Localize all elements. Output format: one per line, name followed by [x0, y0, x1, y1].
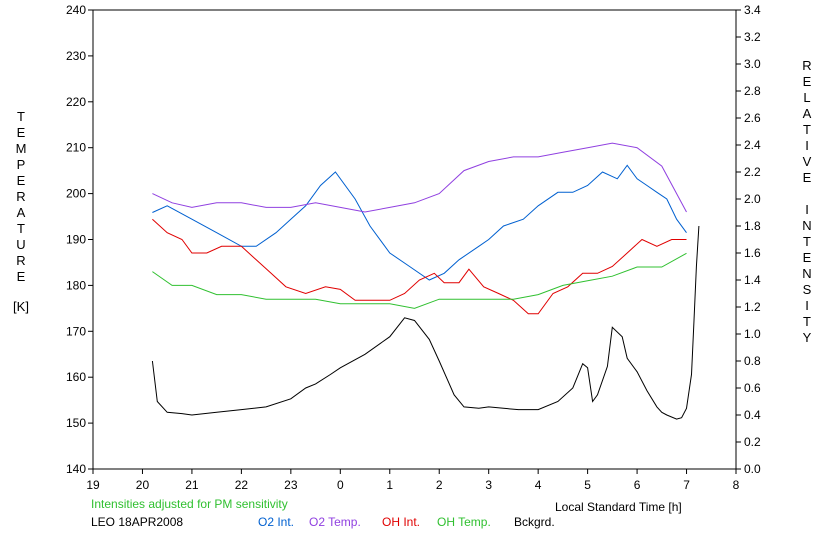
- x-tick-label: 5: [584, 478, 591, 492]
- left-tick-label: 180: [66, 278, 86, 292]
- right-tick-label: 3.4: [744, 3, 761, 17]
- plot-frame: [92, 9, 737, 470]
- right-tick-label: 3.2: [744, 30, 761, 44]
- right-label-letter: S: [803, 282, 812, 297]
- x-tick-label: 7: [683, 478, 690, 492]
- right-tick-label: 1.8: [744, 219, 761, 233]
- left-tick-label: 200: [66, 187, 86, 201]
- right-label-letter: V: [803, 154, 812, 169]
- right-label-letter: E: [803, 74, 812, 89]
- right-tick-label: 0.2: [744, 435, 761, 449]
- right-axis-ticks: 0.0 0.2 0.4 0.6 0.8 1.0 1.2 1.4 1.6 1.8 2.0 2.2 2.4 2…: [736, 3, 761, 476]
- legend: O2 Int. O2 Temp. OH Int. OH Temp. Bckgrd…: [258, 515, 555, 529]
- right-tick-label: 1.4: [744, 273, 761, 287]
- left-label-letter: T: [17, 109, 25, 124]
- left-axis-ticks: 140 150 160 170 180 190 200 210 220 230 240: [66, 3, 93, 476]
- series-line-o2-temp: [152, 142, 687, 213]
- legend-oh-int: OH Int.: [382, 515, 420, 529]
- station-date: LEO 18APR2008: [91, 515, 183, 529]
- right-label-letter: I: [805, 202, 809, 217]
- right-tick-label: 3.0: [744, 57, 761, 71]
- left-tick-label: 210: [66, 141, 86, 155]
- x-tick-label: 3: [485, 478, 492, 492]
- left-tick-label: 160: [66, 370, 86, 384]
- left-label-letter: P: [17, 157, 26, 172]
- series-line-oh-int: [152, 218, 687, 315]
- right-label-letter: L: [803, 90, 810, 105]
- left-label-letter: T: [17, 221, 25, 236]
- legend-oh-temp: OH Temp.: [437, 515, 491, 529]
- left-label-letter: U: [16, 237, 25, 252]
- left-tick-label: 150: [66, 416, 86, 430]
- right-tick-label: 2.8: [744, 84, 761, 98]
- left-label-letter: E: [17, 269, 26, 284]
- left-unit-label: [K]: [13, 299, 29, 314]
- right-tick-label: 1.0: [744, 327, 761, 341]
- right-label-letter: E: [803, 170, 812, 185]
- x-tick-label: 6: [634, 478, 641, 492]
- right-label-letter: R: [802, 58, 811, 73]
- left-label-letter: E: [17, 173, 26, 188]
- left-label-letter: E: [17, 125, 26, 140]
- right-label-letter: T: [803, 234, 811, 249]
- x-tick-label: 1: [386, 478, 393, 492]
- x-tick-label: 8: [733, 478, 740, 492]
- x-tick-label: 4: [535, 478, 542, 492]
- left-tick-label: 190: [66, 233, 86, 247]
- right-label-letter: E: [803, 250, 812, 265]
- right-tick-label: 1.2: [744, 300, 761, 314]
- x-tick-label: 23: [284, 478, 298, 492]
- x-tick-label: 2: [436, 478, 443, 492]
- left-label-letter: M: [16, 141, 27, 156]
- left-tick-label: 240: [66, 3, 86, 17]
- left-tick-label: 140: [66, 462, 86, 476]
- left-tick-label: 220: [66, 95, 86, 109]
- right-tick-label: 1.6: [744, 246, 761, 260]
- left-label-letter: R: [16, 253, 25, 268]
- series-line-oh-temp: [152, 252, 687, 309]
- right-label-letter: A: [803, 106, 812, 121]
- right-tick-label: 0.8: [744, 354, 761, 368]
- right-label-letter: I: [805, 298, 809, 313]
- right-tick-label: 0.4: [744, 408, 761, 422]
- right-tick-label: 2.6: [744, 111, 761, 125]
- right-tick-label: 2.4: [744, 138, 761, 152]
- series-line-o2-int: [152, 164, 687, 281]
- right-label-letter: Y: [803, 330, 812, 345]
- right-label-letter: N: [802, 218, 811, 233]
- right-label-letter: T: [803, 314, 811, 329]
- right-tick-label: 0.0: [744, 462, 761, 476]
- left-label-letter: R: [16, 189, 25, 204]
- x-tick-label: 20: [136, 478, 150, 492]
- x-tick-label: 21: [185, 478, 199, 492]
- x-tick-label: 22: [235, 478, 249, 492]
- legend-o2-int: O2 Int.: [258, 515, 294, 529]
- legend-o2-temp: O2 Temp.: [309, 515, 361, 529]
- x-tick-label: 0: [337, 478, 344, 492]
- series-line-bckgrd: [151, 225, 700, 420]
- x-axis-ticks: 19 20 21 22 23 0 1 2 3 4 5 6 7 8: [86, 469, 740, 492]
- right-tick-label: 2.2: [744, 165, 761, 179]
- right-label-letter: I: [805, 138, 809, 153]
- left-label-letter: A: [17, 205, 26, 220]
- right-tick-label: 0.6: [744, 381, 761, 395]
- left-tick-label: 230: [66, 49, 86, 63]
- right-tick-label: 2.0: [744, 192, 761, 206]
- right-label-letter: N: [802, 266, 811, 281]
- x-axis-label: Local Standard Time [h]: [555, 500, 682, 514]
- legend-bckgrd: Bckgrd.: [514, 515, 555, 529]
- sensitivity-note: Intensities adjusted for PM sensitivity: [91, 497, 288, 511]
- x-tick-label: 19: [86, 478, 100, 492]
- series-lines: [151, 142, 700, 420]
- left-tick-label: 170: [66, 324, 86, 338]
- right-label-letter: T: [803, 122, 811, 137]
